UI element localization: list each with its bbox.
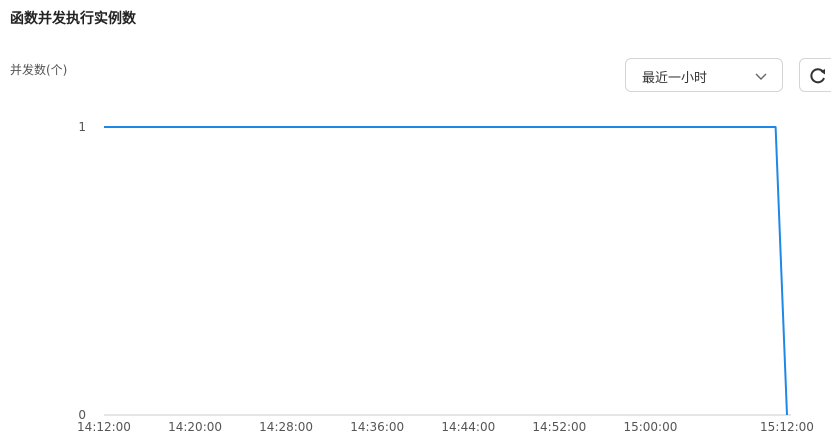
y-axis: 01	[78, 120, 86, 422]
x-tick-label: 14:20:00	[168, 420, 222, 434]
x-tick-label: 14:36:00	[350, 420, 404, 434]
y-axis-title: 并发数(个)	[10, 63, 68, 77]
x-tick-label: 15:12:00	[760, 420, 814, 434]
x-tick-label: 14:52:00	[532, 420, 586, 434]
series-line	[104, 126, 788, 416]
page-title: 函数并发执行实例数	[10, 11, 136, 27]
refresh-icon	[810, 68, 825, 84]
x-tick-label: 14:44:00	[441, 420, 495, 434]
time-range-value: 最近一小时	[642, 71, 708, 86]
x-tick-label: 14:12:00	[77, 420, 131, 434]
y-tick-label: 1	[78, 120, 86, 134]
y-tick-label: 0	[78, 408, 86, 422]
refresh-button[interactable]	[799, 58, 831, 92]
x-tick-label: 14:28:00	[259, 420, 313, 434]
time-range-select[interactable]: 最近一小时	[625, 58, 783, 92]
x-tick-label: 15:00:00	[623, 420, 677, 434]
series-group	[104, 126, 788, 416]
x-axis: 14:12:00 14:20:00 14:28:00 14:36:00 14:44:00…	[77, 414, 814, 434]
chevron-down-icon	[755, 73, 767, 80]
